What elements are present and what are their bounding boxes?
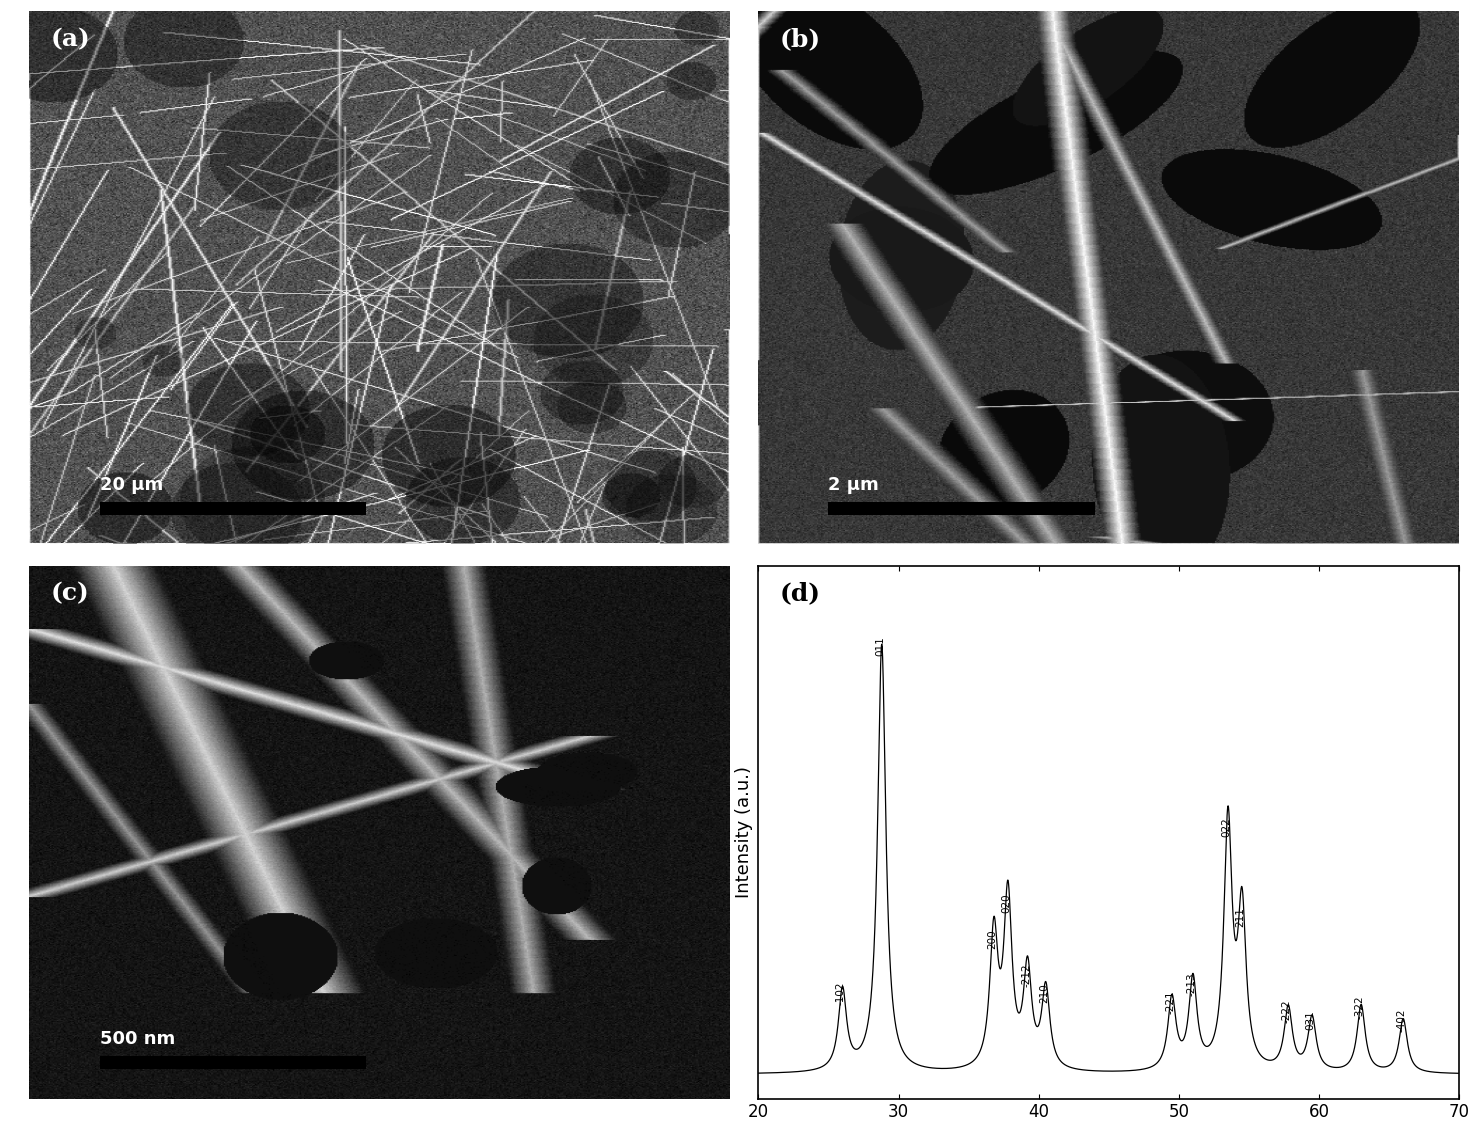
Text: -402: -402	[1397, 1009, 1406, 1032]
Text: (b): (b)	[780, 27, 821, 52]
Text: 500 nm: 500 nm	[100, 1030, 175, 1048]
Text: 020: 020	[1001, 893, 1011, 914]
Text: (a): (a)	[50, 27, 90, 52]
Text: -222: -222	[1282, 1000, 1291, 1023]
Text: 2 μm: 2 μm	[828, 475, 879, 493]
Text: -102: -102	[836, 982, 846, 1006]
Text: 210: 210	[1039, 983, 1049, 1003]
Bar	[100, 501, 366, 515]
Text: 200: 200	[988, 929, 998, 949]
Text: -212: -212	[1021, 964, 1030, 988]
Text: -213: -213	[1187, 973, 1197, 997]
Text: (c): (c)	[50, 582, 90, 605]
Bar	[100, 1056, 366, 1069]
Text: 011: 011	[876, 637, 886, 657]
Text: (d): (d)	[780, 582, 821, 605]
Text: 20 μm: 20 μm	[100, 475, 162, 493]
Text: 031: 031	[1306, 1011, 1316, 1030]
Text: 022: 022	[1222, 817, 1231, 836]
Text: 211: 211	[1235, 907, 1246, 927]
Text: -221: -221	[1166, 991, 1175, 1015]
Bar	[828, 501, 1095, 515]
Text: -322: -322	[1355, 995, 1365, 1019]
Y-axis label: Intensity (a.u.): Intensity (a.u.)	[736, 766, 753, 898]
